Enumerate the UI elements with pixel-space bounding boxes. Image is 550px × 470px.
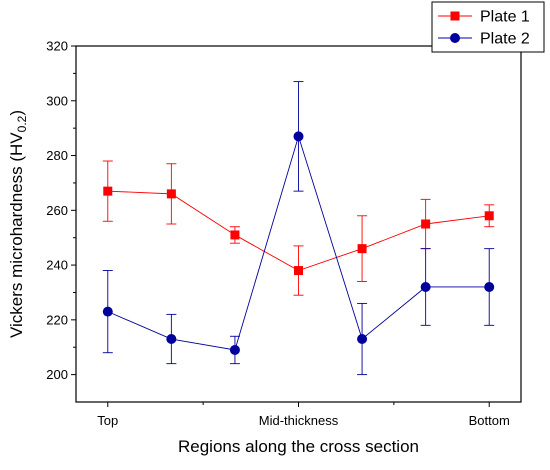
axis-ticks: 200 220 240 260 280 300 320 Top Mid-thickness Bot… — [46, 39, 510, 429]
x-tick-label: Top — [97, 413, 118, 428]
y-tick-label: 320 — [46, 39, 68, 54]
data-point — [357, 334, 368, 345]
x-tick-label: Bottom — [469, 413, 510, 428]
data-point — [166, 334, 177, 345]
series-2 — [102, 81, 495, 376]
data-point — [357, 244, 367, 254]
data-point — [484, 281, 495, 292]
data-point — [421, 219, 431, 229]
y-tick-label: 300 — [46, 93, 68, 108]
data-point — [102, 306, 113, 317]
data-point — [166, 189, 176, 199]
legend-label: Plate 1 — [480, 9, 530, 26]
legend-box — [431, 1, 545, 53]
y-tick-label: 280 — [46, 148, 68, 163]
data-point — [230, 230, 240, 240]
y-axis-title-close: ) — [7, 110, 26, 116]
legend-item: Plate 2 — [438, 31, 530, 48]
legend-marker — [450, 11, 460, 21]
data-point — [294, 266, 303, 276]
data-point — [229, 344, 240, 355]
legend: Plate 1 Plate 2 — [431, 1, 545, 53]
y-axis-title-subscript: 0.2 — [15, 115, 29, 132]
plot-frame — [75, 45, 522, 403]
y-tick-label: 220 — [46, 312, 68, 327]
y-axis-title-main: Vickers microhardness (HV — [7, 132, 26, 338]
y-tick-label: 240 — [46, 258, 68, 273]
y-axis-title: Vickers microhardness (HV0.2) — [7, 110, 29, 338]
legend-marker — [450, 33, 460, 43]
x-axis-title: Regions along the cross section — [178, 437, 419, 456]
series-1 — [102, 160, 495, 296]
series-layer — [102, 81, 495, 376]
legend-item: Plate 1 — [438, 9, 530, 26]
y-tick-label: 260 — [46, 203, 68, 218]
y-tick-label: 200 — [46, 367, 68, 382]
data-point — [293, 131, 304, 142]
data-point — [420, 281, 431, 292]
data-point — [484, 211, 494, 221]
data-point — [103, 186, 113, 196]
x-tick-label: Mid-thickness — [259, 413, 339, 428]
legend-label: Plate 2 — [480, 31, 530, 48]
